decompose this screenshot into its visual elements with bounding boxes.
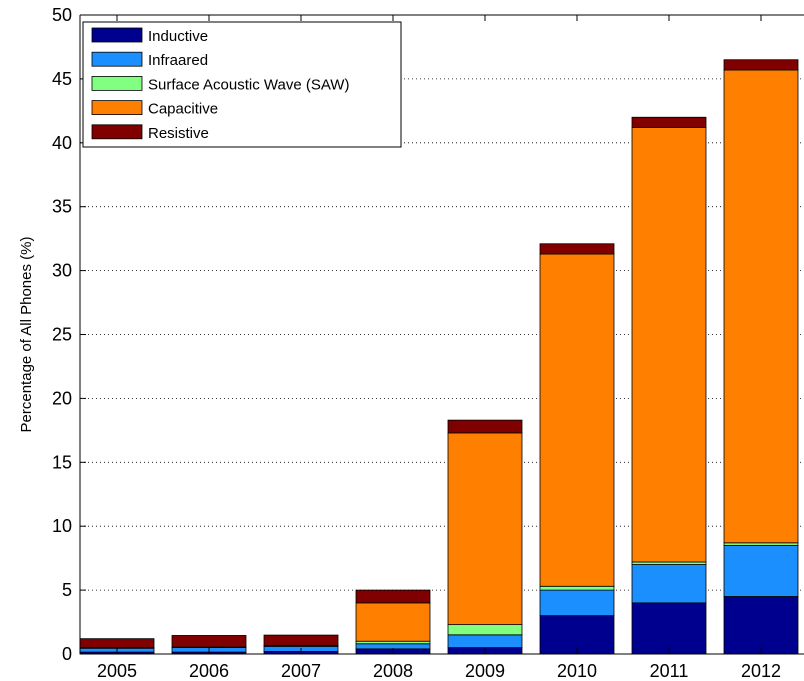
bars	[79, 59, 799, 655]
x-tick-label: 2010	[557, 661, 597, 681]
bar-segment-resistive	[79, 638, 155, 649]
legend-label: Inductive	[148, 28, 208, 45]
legend-swatch	[91, 100, 143, 115]
y-tick-label: 45	[52, 69, 72, 89]
x-tick-label: 2006	[189, 661, 229, 681]
y-tick-label: 40	[52, 133, 72, 153]
legend-swatch	[91, 27, 143, 43]
y-tick-label: 0	[62, 644, 72, 664]
legend-swatch	[91, 76, 143, 91]
bar-segment-surface-acoustic-wave-saw	[539, 585, 615, 591]
x-tick-label: 2005	[97, 661, 137, 681]
bar-segment-infraared	[447, 634, 523, 649]
x-tick-label: 2008	[373, 661, 413, 681]
y-tick-label: 10	[52, 516, 72, 536]
bar-segment-surface-acoustic-wave-saw	[447, 624, 523, 636]
legend-label: Infraared	[148, 52, 208, 69]
y-tick-label: 15	[52, 452, 72, 472]
legend-swatch	[91, 124, 143, 140]
bar-segment-resistive	[263, 634, 339, 646]
y-axis-label: Percentage of All Phones (%)	[18, 237, 35, 433]
x-tick-label: 2009	[465, 661, 505, 681]
bar-segment-capacitive	[723, 69, 799, 544]
bar-segment-inductive	[631, 602, 707, 655]
bar-segment-resistive	[171, 635, 247, 648]
bar-segment-capacitive	[355, 602, 431, 642]
legend-label: Resistive	[148, 125, 209, 142]
x-tick-label: 2007	[281, 661, 321, 681]
bar-segment-capacitive	[447, 432, 523, 626]
bar-segment-inductive	[723, 596, 799, 655]
y-tick-label: 35	[52, 197, 72, 217]
legend-label: Capacitive	[148, 101, 218, 118]
y-tick-label: 30	[52, 261, 72, 281]
bar-segment-infraared	[539, 589, 615, 617]
bar-segment-resistive	[539, 243, 615, 255]
x-tick-label: 2011	[650, 661, 689, 681]
tick-labels: 0 5 10 15 20 25 30 35 40 45 50 2005 2006 2007 2008 2009…	[52, 5, 781, 681]
legend: Inductive Infraared Surface Acoustic Wave …	[82, 21, 402, 148]
bar-segment-resistive	[723, 59, 799, 71]
y-tick-label: 50	[52, 5, 72, 25]
bar-segment-capacitive	[539, 253, 615, 587]
y-tick-label: 25	[52, 325, 72, 345]
bar-segment-resistive	[631, 116, 707, 128]
bar-segment-infraared	[631, 564, 707, 604]
bar-segment-capacitive	[631, 127, 707, 563]
bar-segment-resistive	[355, 589, 431, 604]
axes	[79, 14, 804, 655]
bar-segment-infraared	[723, 544, 799, 597]
y-tick-label: 5	[62, 580, 72, 600]
legend-label: Surface Acoustic Wave (SAW)	[148, 76, 349, 93]
x-tick-label: 2012	[741, 661, 781, 681]
bar-segment-resistive	[447, 419, 523, 434]
y-tick-label: 20	[52, 388, 72, 408]
legend-swatch	[91, 51, 143, 67]
